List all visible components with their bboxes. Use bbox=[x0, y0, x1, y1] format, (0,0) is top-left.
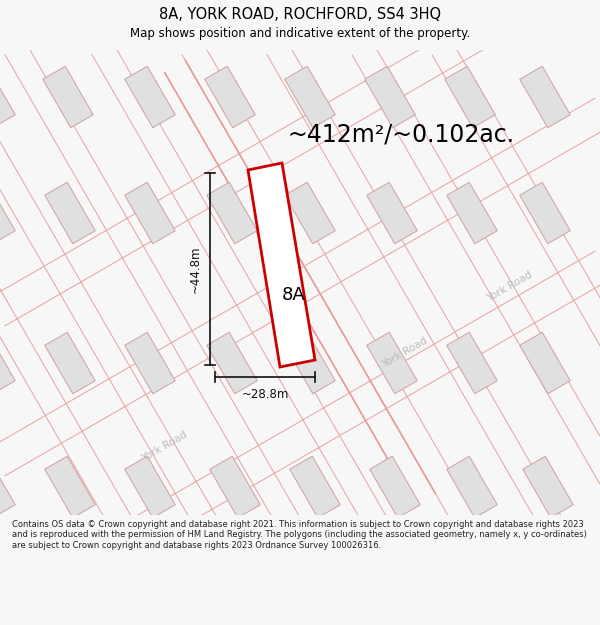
Polygon shape bbox=[445, 66, 495, 128]
Polygon shape bbox=[45, 332, 95, 394]
Polygon shape bbox=[45, 456, 95, 518]
Polygon shape bbox=[43, 66, 93, 128]
Polygon shape bbox=[0, 182, 15, 244]
Polygon shape bbox=[207, 182, 257, 244]
Polygon shape bbox=[523, 456, 573, 518]
Text: 8A: 8A bbox=[281, 286, 305, 304]
Text: York Road: York Road bbox=[380, 336, 430, 370]
Text: ~412m²/~0.102ac.: ~412m²/~0.102ac. bbox=[288, 123, 515, 147]
Polygon shape bbox=[0, 332, 15, 394]
Polygon shape bbox=[210, 456, 260, 518]
Polygon shape bbox=[125, 456, 175, 518]
Text: ~28.8m: ~28.8m bbox=[241, 388, 289, 401]
Polygon shape bbox=[285, 332, 335, 394]
Polygon shape bbox=[520, 332, 570, 394]
Text: 8A, YORK ROAD, ROCHFORD, SS4 3HQ: 8A, YORK ROAD, ROCHFORD, SS4 3HQ bbox=[159, 6, 441, 21]
Polygon shape bbox=[285, 182, 335, 244]
Polygon shape bbox=[248, 163, 315, 367]
Polygon shape bbox=[125, 332, 175, 394]
Polygon shape bbox=[520, 182, 570, 244]
Text: Contains OS data © Crown copyright and database right 2021. This information is : Contains OS data © Crown copyright and d… bbox=[12, 520, 587, 550]
Text: York Road: York Road bbox=[485, 270, 535, 304]
Polygon shape bbox=[447, 456, 497, 518]
Polygon shape bbox=[520, 66, 570, 128]
Polygon shape bbox=[365, 66, 415, 128]
Text: York Road: York Road bbox=[140, 430, 190, 464]
Polygon shape bbox=[205, 66, 255, 128]
Polygon shape bbox=[290, 456, 340, 518]
Polygon shape bbox=[285, 66, 335, 128]
Polygon shape bbox=[367, 332, 417, 394]
Text: Map shows position and indicative extent of the property.: Map shows position and indicative extent… bbox=[130, 28, 470, 41]
Polygon shape bbox=[367, 182, 417, 244]
Polygon shape bbox=[45, 182, 95, 244]
Polygon shape bbox=[125, 182, 175, 244]
Polygon shape bbox=[447, 182, 497, 244]
Polygon shape bbox=[207, 332, 257, 394]
Polygon shape bbox=[447, 332, 497, 394]
Polygon shape bbox=[0, 66, 15, 128]
Polygon shape bbox=[125, 66, 175, 128]
Polygon shape bbox=[0, 456, 15, 518]
Polygon shape bbox=[370, 456, 420, 518]
Text: ~44.8m: ~44.8m bbox=[188, 245, 202, 292]
